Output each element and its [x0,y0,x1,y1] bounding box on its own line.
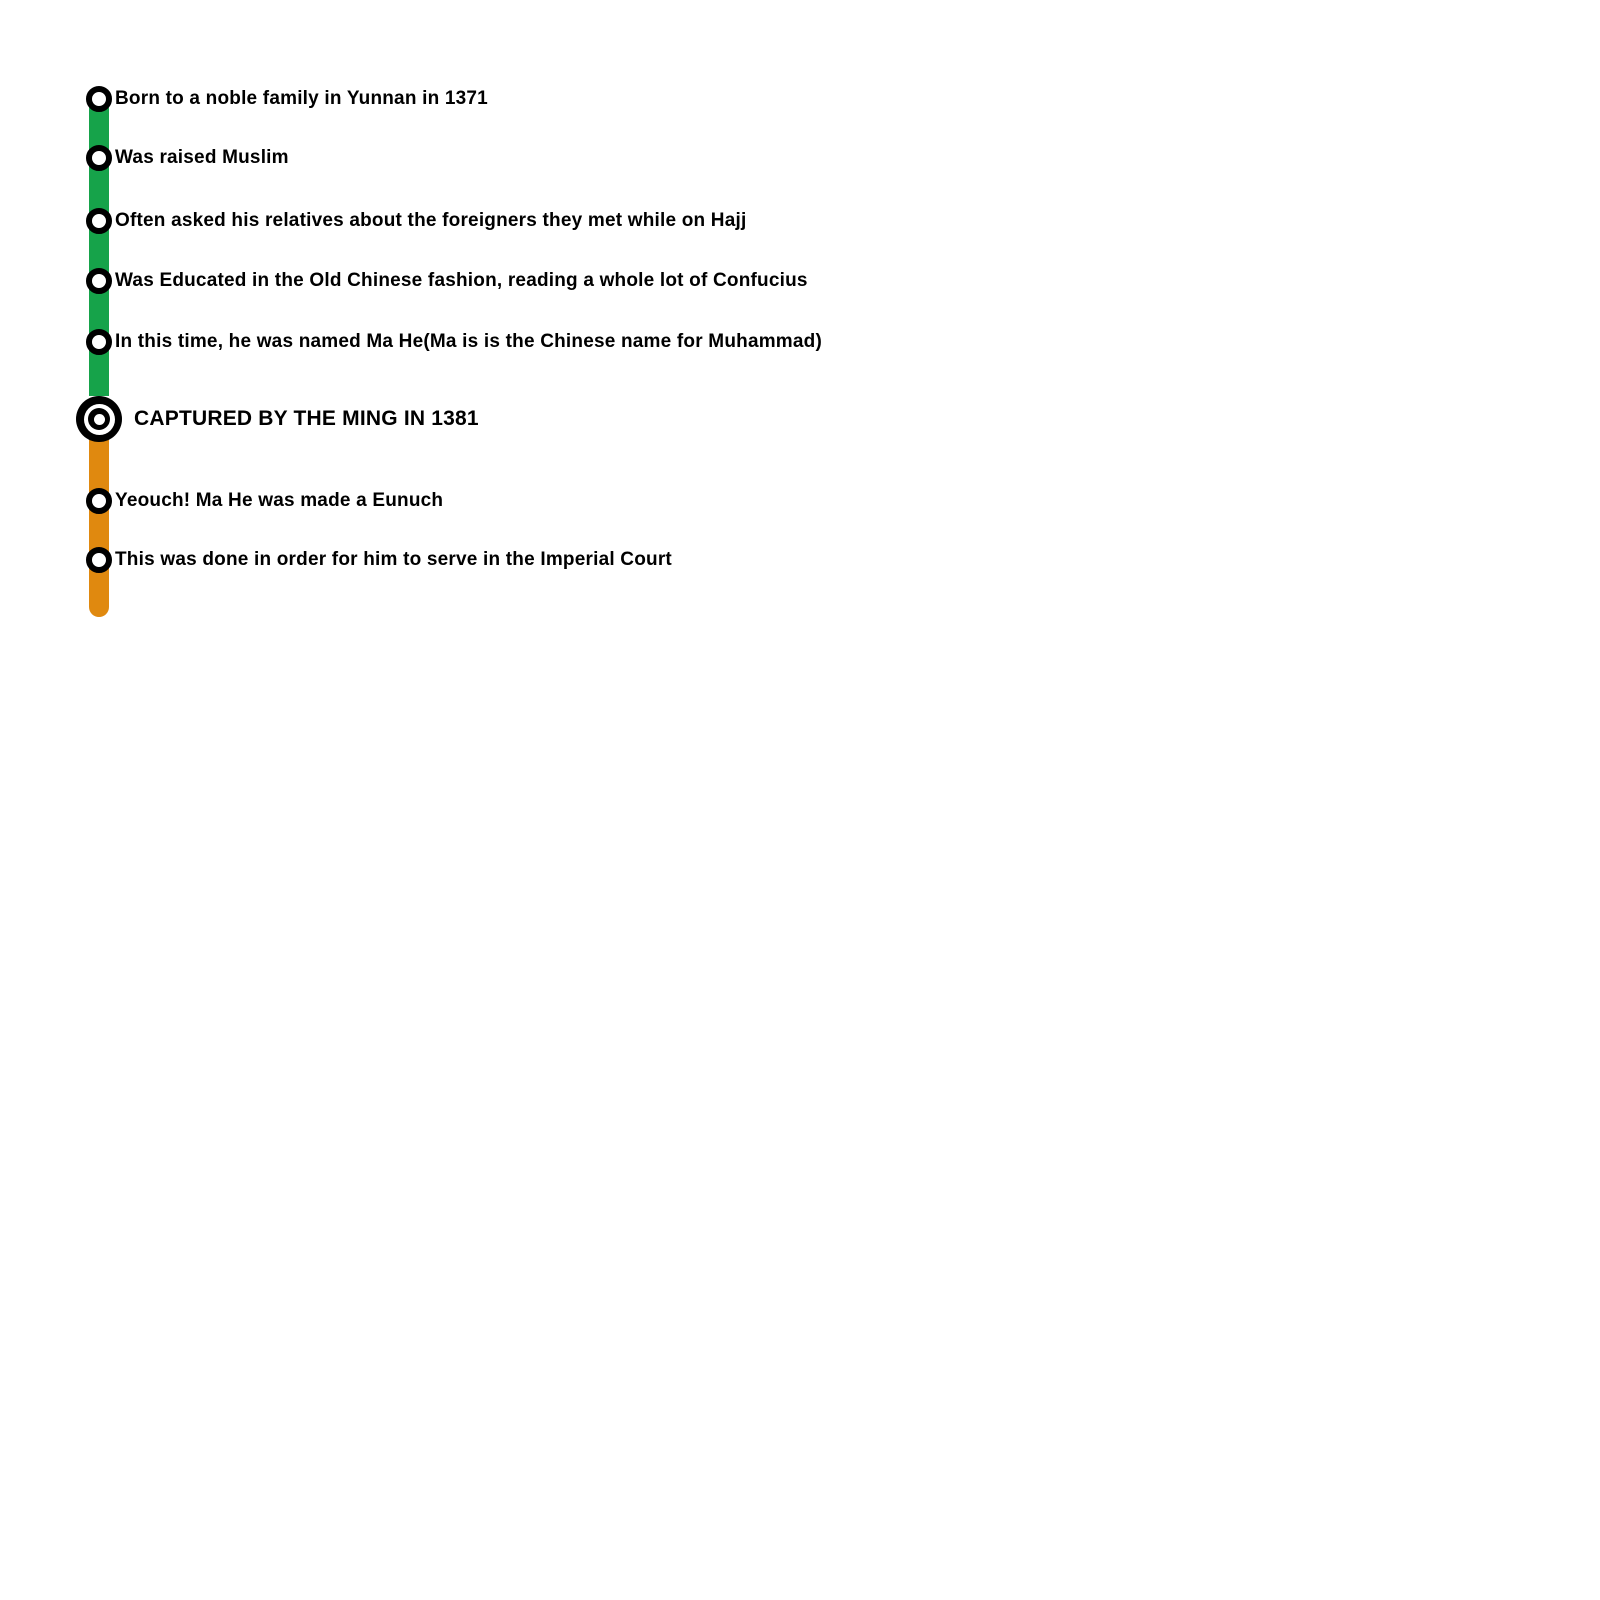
timeline-station: Was raised Muslim [86,145,289,171]
station-marker-icon [86,329,112,355]
timeline-station: Yeouch! Ma He was made a Eunuch [86,488,443,514]
station-marker-icon [86,208,112,234]
interchange-marker-icon [76,396,122,442]
station-label: Born to a noble family in Yunnan in 1371 [115,88,488,109]
timeline-station: In this time, he was named Ma He(Ma is i… [86,329,822,355]
station-label: Often asked his relatives about the fore… [115,210,747,231]
station-label: CAPTURED BY THE MING IN 1381 [134,407,479,430]
timeline-station: Often asked his relatives about the fore… [86,208,746,234]
station-marker-icon [86,145,112,171]
interchange-inner-ring [88,408,110,430]
interchange-outer-ring [83,403,115,435]
timeline-interchange-station: CAPTURED BY THE MING IN 1381 [76,396,479,442]
station-marker-icon [86,268,112,294]
station-label: Was Educated in the Old Chinese fashion,… [115,270,808,291]
station-marker-icon [86,86,112,112]
timeline-segment-capture [89,419,109,617]
timeline-station: This was done in order for him to serve … [86,547,672,573]
station-marker-icon [86,488,112,514]
timeline-segment-early-life [89,99,109,396]
timeline-station: Was Educated in the Old Chinese fashion,… [86,268,808,294]
station-label: Was raised Muslim [115,147,289,168]
station-label: In this time, he was named Ma He(Ma is i… [115,331,822,352]
station-marker-icon [86,547,112,573]
station-label: This was done in order for him to serve … [115,549,672,570]
interchange-core [93,413,105,425]
station-label: Yeouch! Ma He was made a Eunuch [115,490,444,511]
timeline-station: Born to a noble family in Yunnan in 1371 [86,86,488,112]
